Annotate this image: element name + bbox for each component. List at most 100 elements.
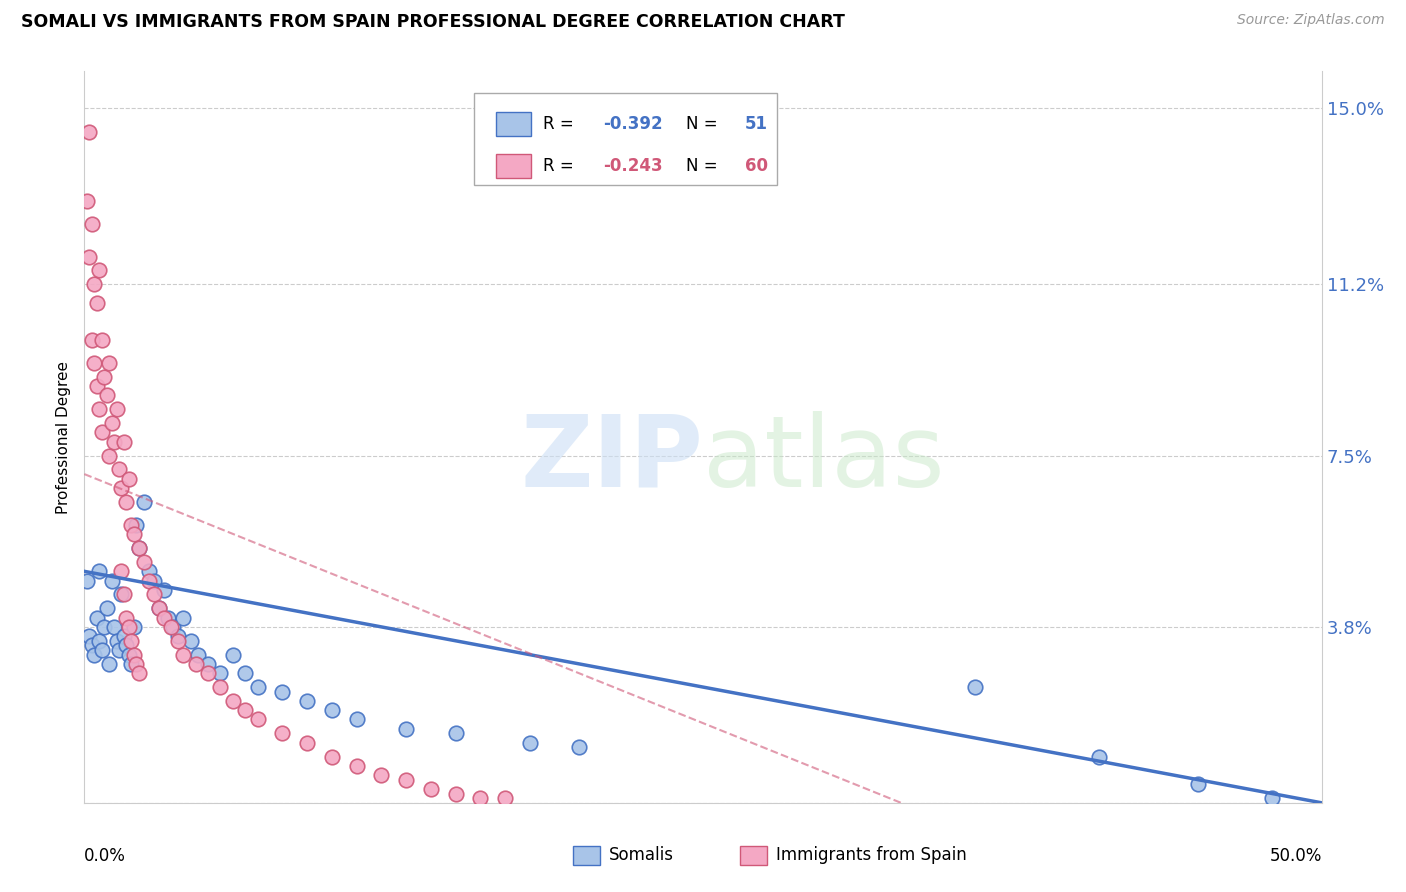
Point <box>118 620 141 634</box>
Point <box>167 629 190 643</box>
Point <box>120 633 142 648</box>
Point <box>86 379 108 393</box>
FancyBboxPatch shape <box>740 846 768 865</box>
Point <box>105 633 128 648</box>
FancyBboxPatch shape <box>496 112 531 136</box>
Text: 0.0%: 0.0% <box>84 847 127 864</box>
Point <box>79 250 101 264</box>
Point <box>120 518 142 533</box>
Point <box>86 295 108 310</box>
Point <box>80 217 103 231</box>
Point <box>1187 777 1209 791</box>
Point <box>128 541 150 556</box>
Point <box>89 263 111 277</box>
Text: -0.392: -0.392 <box>603 115 662 133</box>
Point <box>295 736 318 750</box>
Point <box>122 648 145 662</box>
Point <box>96 388 118 402</box>
Point <box>148 601 170 615</box>
Point <box>128 666 150 681</box>
Point <box>110 587 132 601</box>
Point <box>115 639 138 653</box>
Point <box>100 574 122 588</box>
Point <box>90 643 112 657</box>
Point <box>76 574 98 588</box>
Point <box>172 648 194 662</box>
Point <box>86 610 108 624</box>
Point <box>132 495 155 509</box>
Point <box>89 633 111 648</box>
Point <box>108 643 131 657</box>
Point <box>148 601 170 615</box>
Text: Source: ZipAtlas.com: Source: ZipAtlas.com <box>1237 13 1385 28</box>
Point <box>122 527 145 541</box>
Text: ZIP: ZIP <box>520 410 703 508</box>
Point <box>120 657 142 671</box>
Text: N =: N = <box>686 157 723 175</box>
Point <box>79 629 101 643</box>
Point <box>108 462 131 476</box>
Point <box>83 356 105 370</box>
Point <box>395 722 418 736</box>
Point <box>395 772 418 787</box>
Point <box>1088 749 1111 764</box>
Point <box>157 610 180 624</box>
Point <box>125 657 148 671</box>
Point <box>370 768 392 782</box>
Y-axis label: Professional Degree: Professional Degree <box>56 360 72 514</box>
Text: 60: 60 <box>745 157 768 175</box>
Point <box>444 787 467 801</box>
Point <box>444 726 467 740</box>
Point <box>115 495 138 509</box>
Point <box>112 434 135 449</box>
Point <box>187 648 209 662</box>
Point <box>83 277 105 292</box>
Text: -0.243: -0.243 <box>603 157 662 175</box>
Point <box>98 356 121 370</box>
Point <box>105 402 128 417</box>
Point <box>80 333 103 347</box>
Point <box>295 694 318 708</box>
Point <box>222 648 245 662</box>
Point <box>103 620 125 634</box>
Point <box>233 666 256 681</box>
Point <box>346 713 368 727</box>
Point <box>115 610 138 624</box>
Point <box>233 703 256 717</box>
Point <box>197 666 219 681</box>
Point <box>76 194 98 208</box>
Point <box>246 680 269 694</box>
Point <box>271 684 294 698</box>
Point <box>79 124 101 138</box>
Point <box>494 791 516 805</box>
Text: atlas: atlas <box>703 410 945 508</box>
Point <box>419 781 441 796</box>
Point <box>519 736 541 750</box>
Point <box>246 713 269 727</box>
Point <box>271 726 294 740</box>
Point <box>132 555 155 569</box>
Point <box>138 574 160 588</box>
Point <box>142 574 165 588</box>
FancyBboxPatch shape <box>574 846 600 865</box>
Point <box>110 565 132 579</box>
FancyBboxPatch shape <box>474 94 778 185</box>
Text: R =: R = <box>543 115 579 133</box>
Point <box>100 416 122 430</box>
Point <box>321 749 343 764</box>
Point <box>209 680 232 694</box>
Point <box>568 740 591 755</box>
Point <box>1261 791 1284 805</box>
Point <box>321 703 343 717</box>
Point <box>80 639 103 653</box>
Point <box>89 565 111 579</box>
Text: 51: 51 <box>745 115 768 133</box>
Point <box>172 610 194 624</box>
Point <box>470 791 492 805</box>
Point <box>128 541 150 556</box>
Text: SOMALI VS IMMIGRANTS FROM SPAIN PROFESSIONAL DEGREE CORRELATION CHART: SOMALI VS IMMIGRANTS FROM SPAIN PROFESSI… <box>21 13 845 31</box>
Point <box>93 370 115 384</box>
Point <box>142 587 165 601</box>
Point <box>118 648 141 662</box>
Point <box>965 680 987 694</box>
